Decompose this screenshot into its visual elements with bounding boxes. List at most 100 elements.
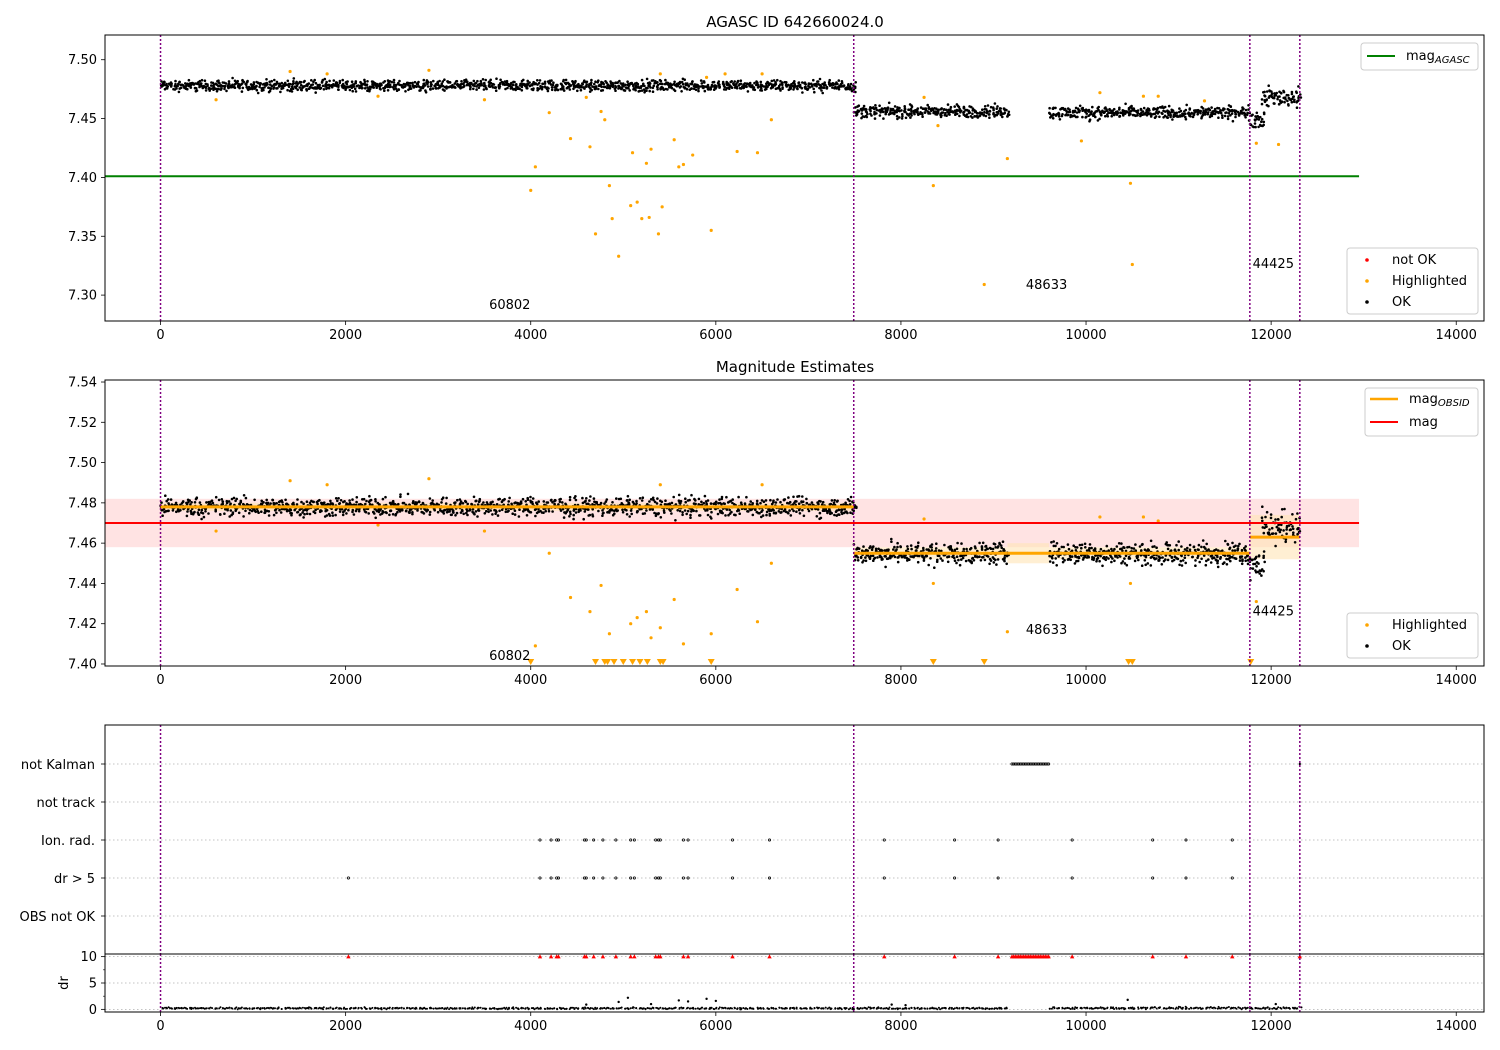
highlighted-point <box>755 620 760 624</box>
ok-point <box>1061 560 1065 564</box>
ok-point <box>786 511 789 514</box>
ok-point <box>278 82 281 86</box>
ok-point <box>703 89 707 93</box>
ok-point <box>751 513 755 517</box>
ok-point <box>964 559 968 563</box>
dr-point <box>369 1007 372 1010</box>
ok-point <box>439 509 442 512</box>
ok-point <box>960 542 963 545</box>
ok-point <box>1102 111 1106 114</box>
not-kalman-point <box>1012 762 1016 766</box>
ok-point <box>334 497 338 500</box>
ok-point <box>801 81 804 84</box>
ok-point <box>1189 115 1192 118</box>
ok-point <box>1191 555 1194 559</box>
ok-point <box>559 509 563 512</box>
ok-point <box>186 87 189 91</box>
ok-point <box>893 112 896 116</box>
not-kalman-point <box>1028 762 1032 766</box>
ok-point <box>1003 557 1006 560</box>
ok-point <box>1141 110 1145 113</box>
ok-point <box>1147 549 1151 552</box>
ok-point <box>873 556 877 560</box>
ok-point <box>686 509 690 513</box>
ok-point <box>705 85 708 89</box>
ok-point <box>1262 112 1266 116</box>
ok-point <box>384 511 388 514</box>
ok-point <box>268 86 271 90</box>
ok-point <box>478 499 481 503</box>
ok-point <box>307 82 311 85</box>
ok-point <box>1070 549 1074 553</box>
y-tick-label: 7.50 <box>68 456 97 471</box>
ok-point <box>1236 110 1240 114</box>
ok-point <box>991 556 995 559</box>
ok-point <box>1263 90 1266 94</box>
panel1-axes: 0 2000 4000 6000 8000 10000 12000 140007.307.35… <box>68 34 1485 343</box>
ok-point <box>473 512 476 516</box>
dr-point <box>365 1007 367 1010</box>
ok-point <box>1202 111 1205 114</box>
ok-point <box>1073 562 1077 565</box>
ok-point <box>186 510 189 513</box>
ok-point <box>172 87 175 91</box>
ok-point <box>716 512 720 516</box>
ok-point <box>591 503 594 506</box>
ok-point <box>822 86 826 90</box>
ok-point <box>628 84 631 87</box>
ok-point <box>1234 112 1237 116</box>
ok-point <box>898 116 901 119</box>
ok-point <box>544 509 547 513</box>
highlighted-point <box>599 109 603 114</box>
ok-point <box>1085 549 1089 552</box>
ok-point <box>849 82 853 86</box>
ion-rad-point <box>584 838 588 842</box>
highlighted-point <box>681 642 686 646</box>
ok-point <box>607 84 611 88</box>
ok-point <box>764 499 768 502</box>
ok-point <box>270 79 274 83</box>
dr-point <box>354 1007 357 1010</box>
ok-point <box>227 82 231 85</box>
not-kalman-point <box>1043 762 1047 766</box>
ok-point <box>379 82 383 85</box>
ok-point <box>1172 558 1176 562</box>
dr-point <box>334 1007 337 1010</box>
dr-point <box>182 1007 185 1010</box>
not-kalman-point <box>1027 762 1031 766</box>
ok-point <box>1241 559 1244 563</box>
ok-point <box>386 89 390 92</box>
ok-point <box>691 508 694 512</box>
ok-point <box>842 84 846 87</box>
ok-point <box>1255 115 1258 119</box>
ok-point <box>707 87 710 90</box>
ok-point <box>1260 574 1263 577</box>
ok-point <box>1244 545 1247 548</box>
ok-point <box>1083 542 1087 546</box>
ok-point <box>318 498 321 502</box>
ok-point <box>878 114 882 117</box>
ok-point <box>205 501 208 504</box>
ok-point <box>892 548 895 551</box>
ok-point <box>818 77 822 81</box>
ok-point <box>1090 112 1093 116</box>
ok-point <box>1105 544 1109 548</box>
y-tick-label: 7.35 <box>68 230 97 245</box>
ok-point <box>910 105 914 108</box>
x-tick-label: 2000 <box>329 673 362 688</box>
ok-point <box>513 87 516 91</box>
ok-point <box>200 78 204 82</box>
ok-point <box>1002 112 1006 115</box>
ok-point <box>483 512 487 515</box>
ok-point <box>287 84 290 87</box>
ok-point <box>1055 542 1059 545</box>
ion-rad-point <box>549 838 553 842</box>
panel1-annotation-44425: 44425 <box>1253 257 1294 272</box>
highlighted-point <box>640 217 644 221</box>
ok-point <box>1051 114 1055 117</box>
ok-point <box>1125 111 1129 114</box>
ok-point <box>576 89 579 93</box>
ok-point <box>353 87 357 91</box>
ok-point <box>1078 104 1082 108</box>
panel1-annotation-48633: 48633 <box>1026 278 1067 293</box>
